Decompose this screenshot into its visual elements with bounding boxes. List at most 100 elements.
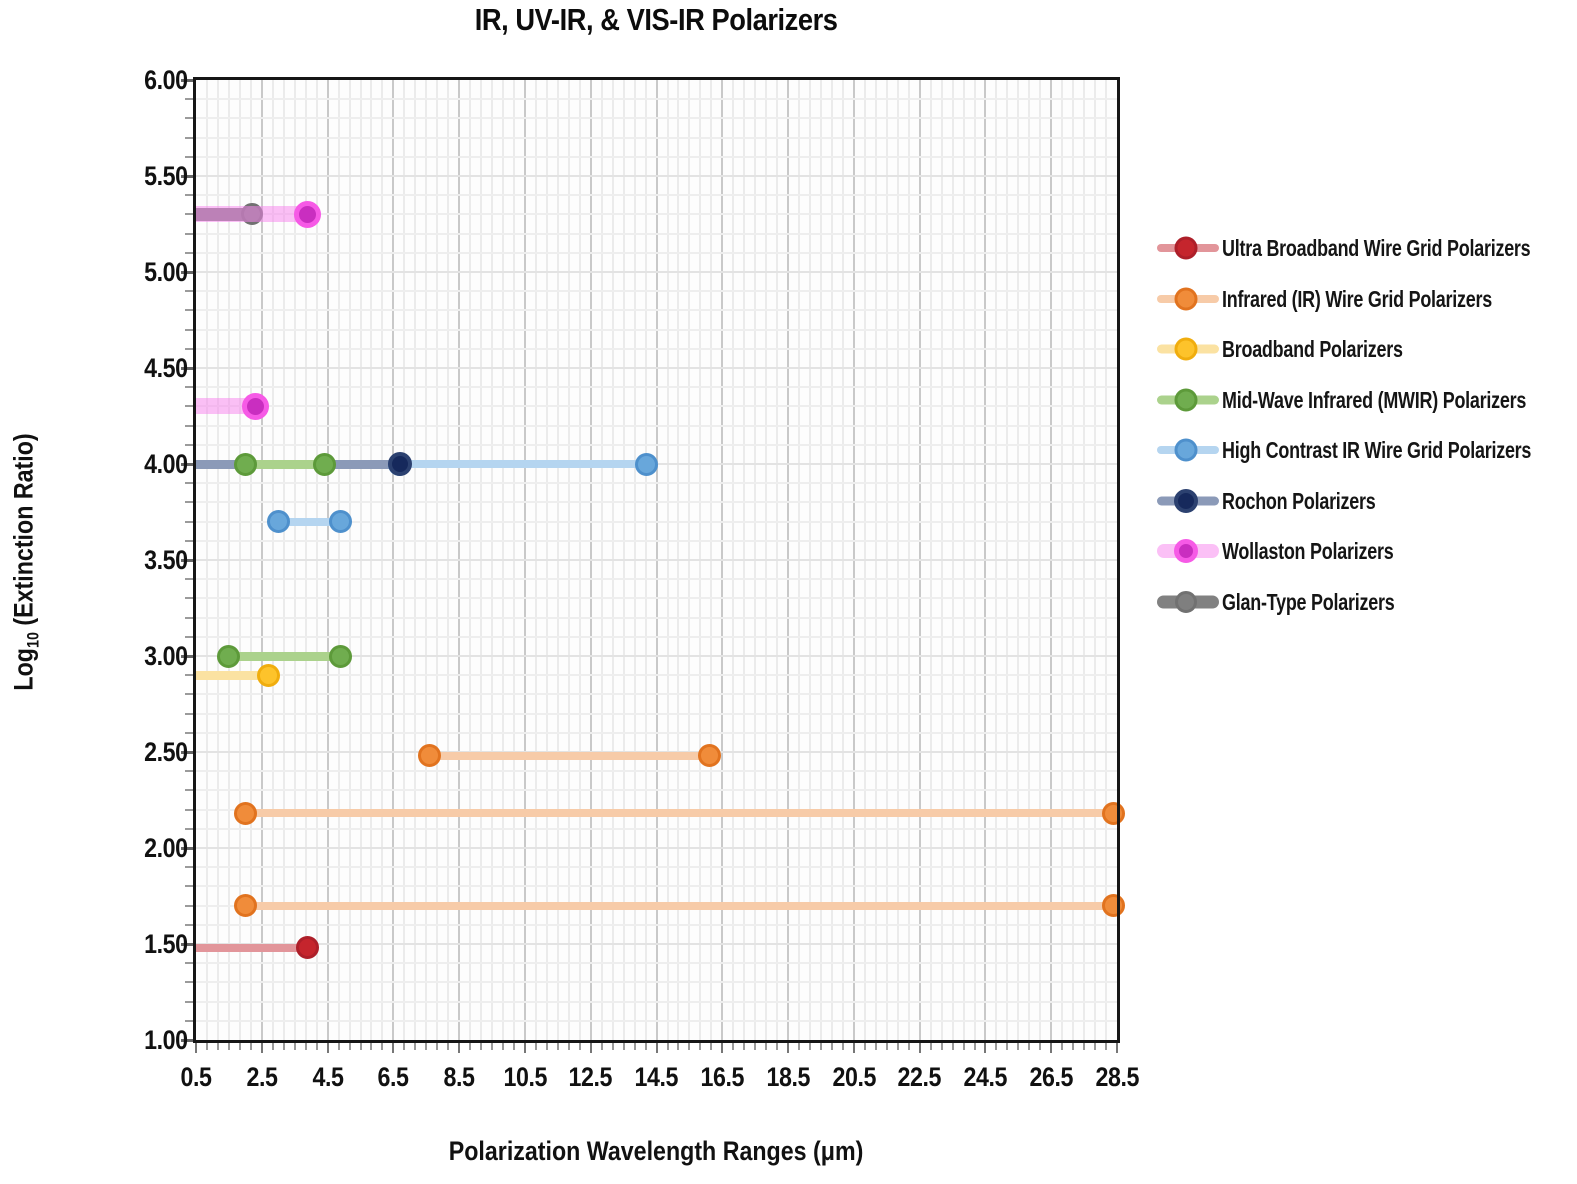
axis-tick (644, 1043, 647, 1050)
y-tick-label-text: 3.00 (144, 641, 189, 671)
axis-tick (326, 1043, 329, 1053)
legend-marker-dot (1174, 287, 1198, 311)
axis-tick (918, 1043, 921, 1053)
y-tick-label-text: 1.50 (144, 929, 189, 959)
legend-item-glan-type-polarizers: Glan-Type Polarizers (1156, 577, 1577, 627)
axis-tick (940, 1043, 943, 1050)
axis-tick (995, 1043, 998, 1050)
legend-marker (1156, 435, 1220, 465)
axis-tick (633, 1043, 636, 1050)
legend-marker-dot (1174, 438, 1198, 462)
axis-tick (181, 367, 193, 370)
y-tick-label-text: 6.00 (144, 65, 189, 95)
legend-item-label: Wollaston Polarizers (1222, 537, 1394, 564)
axis-tick (359, 1043, 362, 1050)
y-tick-label-text: 4.00 (144, 449, 189, 479)
axis-tick (206, 1043, 208, 1050)
y-axis-title: Log10 (Extinction Ratio) (8, 412, 43, 711)
axis-tick (185, 482, 193, 485)
axis-tick (185, 731, 193, 734)
gridline-minor (196, 309, 1117, 312)
gridline-minor (196, 175, 1117, 177)
axis-tick (282, 1043, 285, 1050)
range-bar-wollaston-polarizers (196, 398, 256, 415)
x-tick-label-text: 2.5 (246, 1062, 278, 1092)
x-tick-label-text: 4.5 (312, 1062, 344, 1092)
axis-tick (185, 578, 193, 581)
legend-item-infrared-ir-wire-grid-polarizers: Infrared (IR) Wire Grid Polarizers (1156, 274, 1577, 324)
axis-tick (185, 539, 193, 542)
axis-tick (185, 923, 193, 926)
axis-tick (513, 1043, 515, 1050)
marker-dot-broadband-polarizers (256, 663, 280, 687)
axis-tick (185, 251, 193, 254)
legend-marker-dot (1174, 539, 1198, 563)
gridline-minor (196, 501, 1117, 504)
y-tick-label: 4.00 (92, 449, 189, 479)
legend-marker (1156, 486, 1220, 516)
gridline-minor (196, 386, 1117, 389)
gridline-minor (196, 98, 1117, 101)
axis-tick (962, 1043, 965, 1050)
gridline-minor (196, 635, 1117, 638)
axis-tick (185, 981, 193, 984)
axis-tick (809, 1043, 811, 1050)
marker-dot-ultra-broadband-wire-grid-polarizers (296, 936, 320, 960)
marker-dot-rochon-polarizers (387, 452, 412, 476)
y-tick-label-text: 3.50 (144, 545, 189, 575)
gridline-minor (196, 885, 1117, 888)
gridline-minor (196, 712, 1117, 715)
axis-tick (185, 232, 193, 235)
legend-marker (1156, 334, 1220, 364)
axis-tick (820, 1043, 822, 1050)
y-tick-label: 6.00 (92, 65, 189, 95)
gridline-minor (196, 482, 1117, 485)
marker-dot-infrared-ir-wire-grid-polarizers (1102, 894, 1126, 918)
axis-tick (185, 885, 193, 888)
marker-dot-mid-wave-infrared-mwir-polarizers (329, 644, 353, 668)
axis-tick (185, 597, 193, 600)
gridline-minor (196, 194, 1117, 197)
axis-tick (830, 1043, 833, 1050)
gridline-minor (196, 578, 1117, 581)
legend-item-label: Rochon Polarizers (1222, 487, 1376, 514)
x-axis-title-text: Polarization Wavelength Ranges (μm) (449, 1136, 864, 1166)
gridline-minor (196, 520, 1117, 523)
range-bar-mid-wave-infrared-mwir-polarizers (228, 651, 341, 661)
axis-tick (1083, 1043, 1086, 1050)
axis-tick (185, 386, 193, 389)
axis-tick (491, 1043, 493, 1050)
legend-item-high-contrast-ir-wire-grid-polarizers: High Contrast IR Wire Grid Polarizers (1156, 425, 1577, 475)
axis-tick (185, 501, 193, 504)
x-tick-label: 16.5 (682, 1062, 762, 1093)
marker-dot-infrared-ir-wire-grid-polarizers (418, 744, 441, 768)
marker-dot-infrared-ir-wire-grid-polarizers (233, 894, 257, 918)
plot-area (196, 80, 1126, 1040)
axis-tick (185, 827, 193, 830)
axis-tick (1094, 1043, 1097, 1050)
marker-dot-high-contrast-ir-wire-grid-polarizers (266, 510, 290, 534)
axis-tick (589, 1043, 592, 1053)
axis-tick (181, 751, 193, 754)
x-tick-label-text: 12.5 (568, 1062, 613, 1092)
x-tick-label: 20.5 (814, 1062, 894, 1093)
legend: Ultra Broadband Wire Grid Polarizers Infr… (1156, 223, 1577, 643)
range-bar-infrared-ir-wire-grid-polarizers (245, 901, 1114, 910)
gridline-minor (196, 981, 1117, 984)
axis-tick (458, 1043, 461, 1053)
axis-tick (951, 1043, 954, 1050)
axis-tick (293, 1043, 296, 1050)
range-bar-high-contrast-ir-wire-grid-polarizers (399, 460, 647, 468)
x-tick-label: 26.5 (1011, 1062, 1091, 1093)
gridline-minor (196, 597, 1117, 600)
axis-tick (765, 1043, 768, 1050)
gridline-minor (196, 424, 1117, 427)
gridline-minor (196, 271, 1117, 273)
legend-marker (1156, 233, 1220, 263)
gridline-minor (196, 616, 1117, 619)
legend-item-broadband-polarizers: Broadband Polarizers (1156, 324, 1577, 374)
y-tick-label: 5.50 (92, 161, 189, 191)
gridline-minor (196, 539, 1117, 542)
axis-tick (436, 1043, 439, 1050)
axis-tick (185, 674, 193, 677)
